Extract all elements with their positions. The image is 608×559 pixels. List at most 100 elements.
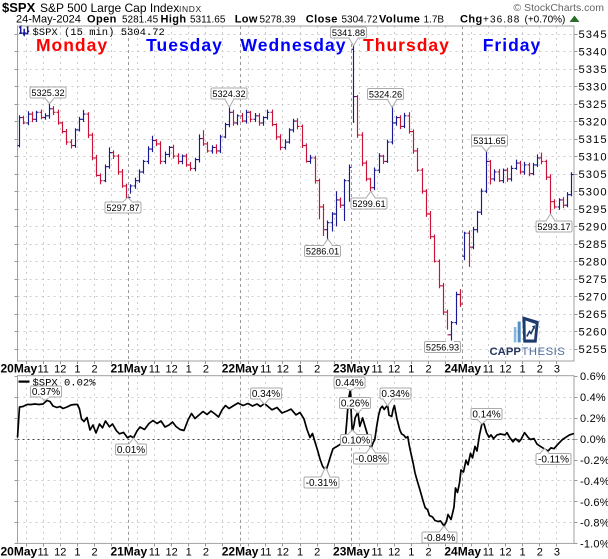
svg-text:2: 2 <box>92 363 98 375</box>
svg-text:-0.31%: -0.31% <box>306 478 338 489</box>
svg-text:20May: 20May <box>1 361 38 375</box>
svg-text:INDX: INDX <box>179 4 202 14</box>
svg-text:5324.32: 5324.32 <box>212 89 245 99</box>
svg-text:-1.0%: -1.0% <box>580 539 608 551</box>
svg-text:5265: 5265 <box>579 309 608 321</box>
svg-text:Close: Close <box>306 14 338 26</box>
svg-text:2: 2 <box>425 547 431 559</box>
svg-text:5275: 5275 <box>579 274 608 286</box>
svg-text:12: 12 <box>388 363 400 375</box>
svg-text:-0.11%: -0.11% <box>538 455 569 466</box>
svg-text:5270: 5270 <box>579 292 608 304</box>
svg-text:5335: 5335 <box>579 64 608 76</box>
svg-text:5255: 5255 <box>579 344 608 356</box>
svg-text:12: 12 <box>165 363 177 375</box>
svg-text:20May: 20May <box>1 545 38 559</box>
svg-text:3: 3 <box>554 363 560 375</box>
svg-text:1: 1 <box>186 363 192 375</box>
svg-text:5278.39: 5278.39 <box>260 15 297 26</box>
svg-text:24-May-2024: 24-May-2024 <box>16 14 81 26</box>
svg-text:1: 1 <box>297 363 303 375</box>
svg-text:5325.32: 5325.32 <box>31 88 64 98</box>
svg-text:Thursday: Thursday <box>363 35 450 55</box>
svg-text:2: 2 <box>537 363 543 375</box>
svg-text:5297.87: 5297.87 <box>106 203 139 213</box>
svg-text:0.10%: 0.10% <box>342 436 370 447</box>
svg-text:0.6%: 0.6% <box>580 371 606 383</box>
svg-text:5286.01: 5286.01 <box>306 247 339 257</box>
svg-text:22May: 22May <box>222 361 259 375</box>
svg-text:S&P 500 Large Cap Index: S&P 500 Large Cap Index <box>40 1 179 15</box>
svg-text:11: 11 <box>260 547 271 559</box>
svg-text:0.01%: 0.01% <box>117 445 145 456</box>
svg-text:11: 11 <box>371 363 382 375</box>
svg-text:5311.65: 5311.65 <box>190 15 226 26</box>
svg-text:+36.88: +36.88 <box>483 15 520 26</box>
svg-text:5325: 5325 <box>579 99 608 111</box>
svg-text:0.14%: 0.14% <box>472 410 500 421</box>
svg-text:22May: 22May <box>222 545 259 559</box>
svg-text:2: 2 <box>537 547 543 559</box>
svg-text:23May: 23May <box>333 361 370 375</box>
svg-text:1: 1 <box>186 547 192 559</box>
svg-text:11: 11 <box>483 363 494 375</box>
svg-text:5311.65: 5311.65 <box>473 136 506 146</box>
svg-text:Monday: Monday <box>36 35 108 55</box>
svg-text:2: 2 <box>203 547 209 559</box>
svg-text:Friday: Friday <box>483 35 542 55</box>
svg-text:Wednesday: Wednesday <box>241 35 347 55</box>
svg-text:5315: 5315 <box>579 134 608 146</box>
svg-text:3: 3 <box>554 547 560 559</box>
svg-text:24May: 24May <box>444 361 481 375</box>
svg-text:0.37%: 0.37% <box>32 387 60 398</box>
svg-text:5293.17: 5293.17 <box>537 222 570 232</box>
svg-text:$SPX (15 min) 5304.72: $SPX (15 min) 5304.72 <box>33 27 165 39</box>
svg-text:Tuesday: Tuesday <box>146 35 223 55</box>
svg-text:2: 2 <box>314 363 320 375</box>
svg-text:High: High <box>161 14 187 26</box>
svg-text:5304.72: 5304.72 <box>342 15 379 26</box>
svg-text:1: 1 <box>520 363 526 375</box>
svg-text:5256.93: 5256.93 <box>426 343 459 353</box>
svg-text:-0.6%: -0.6% <box>580 497 608 509</box>
svg-text:11: 11 <box>149 363 160 375</box>
svg-text:5310: 5310 <box>579 151 608 163</box>
svg-text:12: 12 <box>388 547 400 559</box>
svg-text:Chg: Chg <box>460 14 483 26</box>
svg-text:5300: 5300 <box>579 187 608 199</box>
svg-text:0.0%: 0.0% <box>580 434 606 446</box>
svg-text:12: 12 <box>499 547 511 559</box>
svg-text:12: 12 <box>499 363 511 375</box>
svg-text:5330: 5330 <box>579 81 608 93</box>
svg-text:Low: Low <box>235 14 258 26</box>
svg-text:11: 11 <box>371 547 382 559</box>
svg-text:5341.88: 5341.88 <box>332 28 365 38</box>
svg-text:1: 1 <box>74 363 80 375</box>
svg-text:2: 2 <box>203 363 209 375</box>
svg-text:5345: 5345 <box>579 29 608 41</box>
svg-text:2: 2 <box>425 363 431 375</box>
svg-text:0.44%: 0.44% <box>335 378 363 389</box>
svg-text:$SPX: $SPX <box>2 0 36 15</box>
svg-text:2: 2 <box>92 547 98 559</box>
svg-text:21May: 21May <box>110 361 147 375</box>
svg-text:-0.2%: -0.2% <box>580 455 608 467</box>
svg-text:-0.4%: -0.4% <box>580 476 608 488</box>
svg-text:-0.08%: -0.08% <box>355 454 387 465</box>
svg-text:12: 12 <box>54 547 66 559</box>
svg-text:11: 11 <box>149 547 160 559</box>
svg-text:21May: 21May <box>110 545 147 559</box>
svg-text:(+0.70%): (+0.70%) <box>525 15 566 26</box>
svg-text:© StockCharts.com: © StockCharts.com <box>513 2 604 14</box>
svg-text:THESIS: THESIS <box>522 346 566 358</box>
svg-text:1: 1 <box>408 547 414 559</box>
svg-text:Open: Open <box>87 14 117 26</box>
svg-text:12: 12 <box>54 363 66 375</box>
svg-text:11: 11 <box>260 363 271 375</box>
svg-text:24May: 24May <box>444 545 481 559</box>
svg-text:12: 12 <box>165 547 177 559</box>
svg-text:1: 1 <box>520 547 526 559</box>
svg-text:12: 12 <box>277 363 289 375</box>
svg-text:1: 1 <box>74 547 80 559</box>
svg-text:5305: 5305 <box>579 169 608 181</box>
